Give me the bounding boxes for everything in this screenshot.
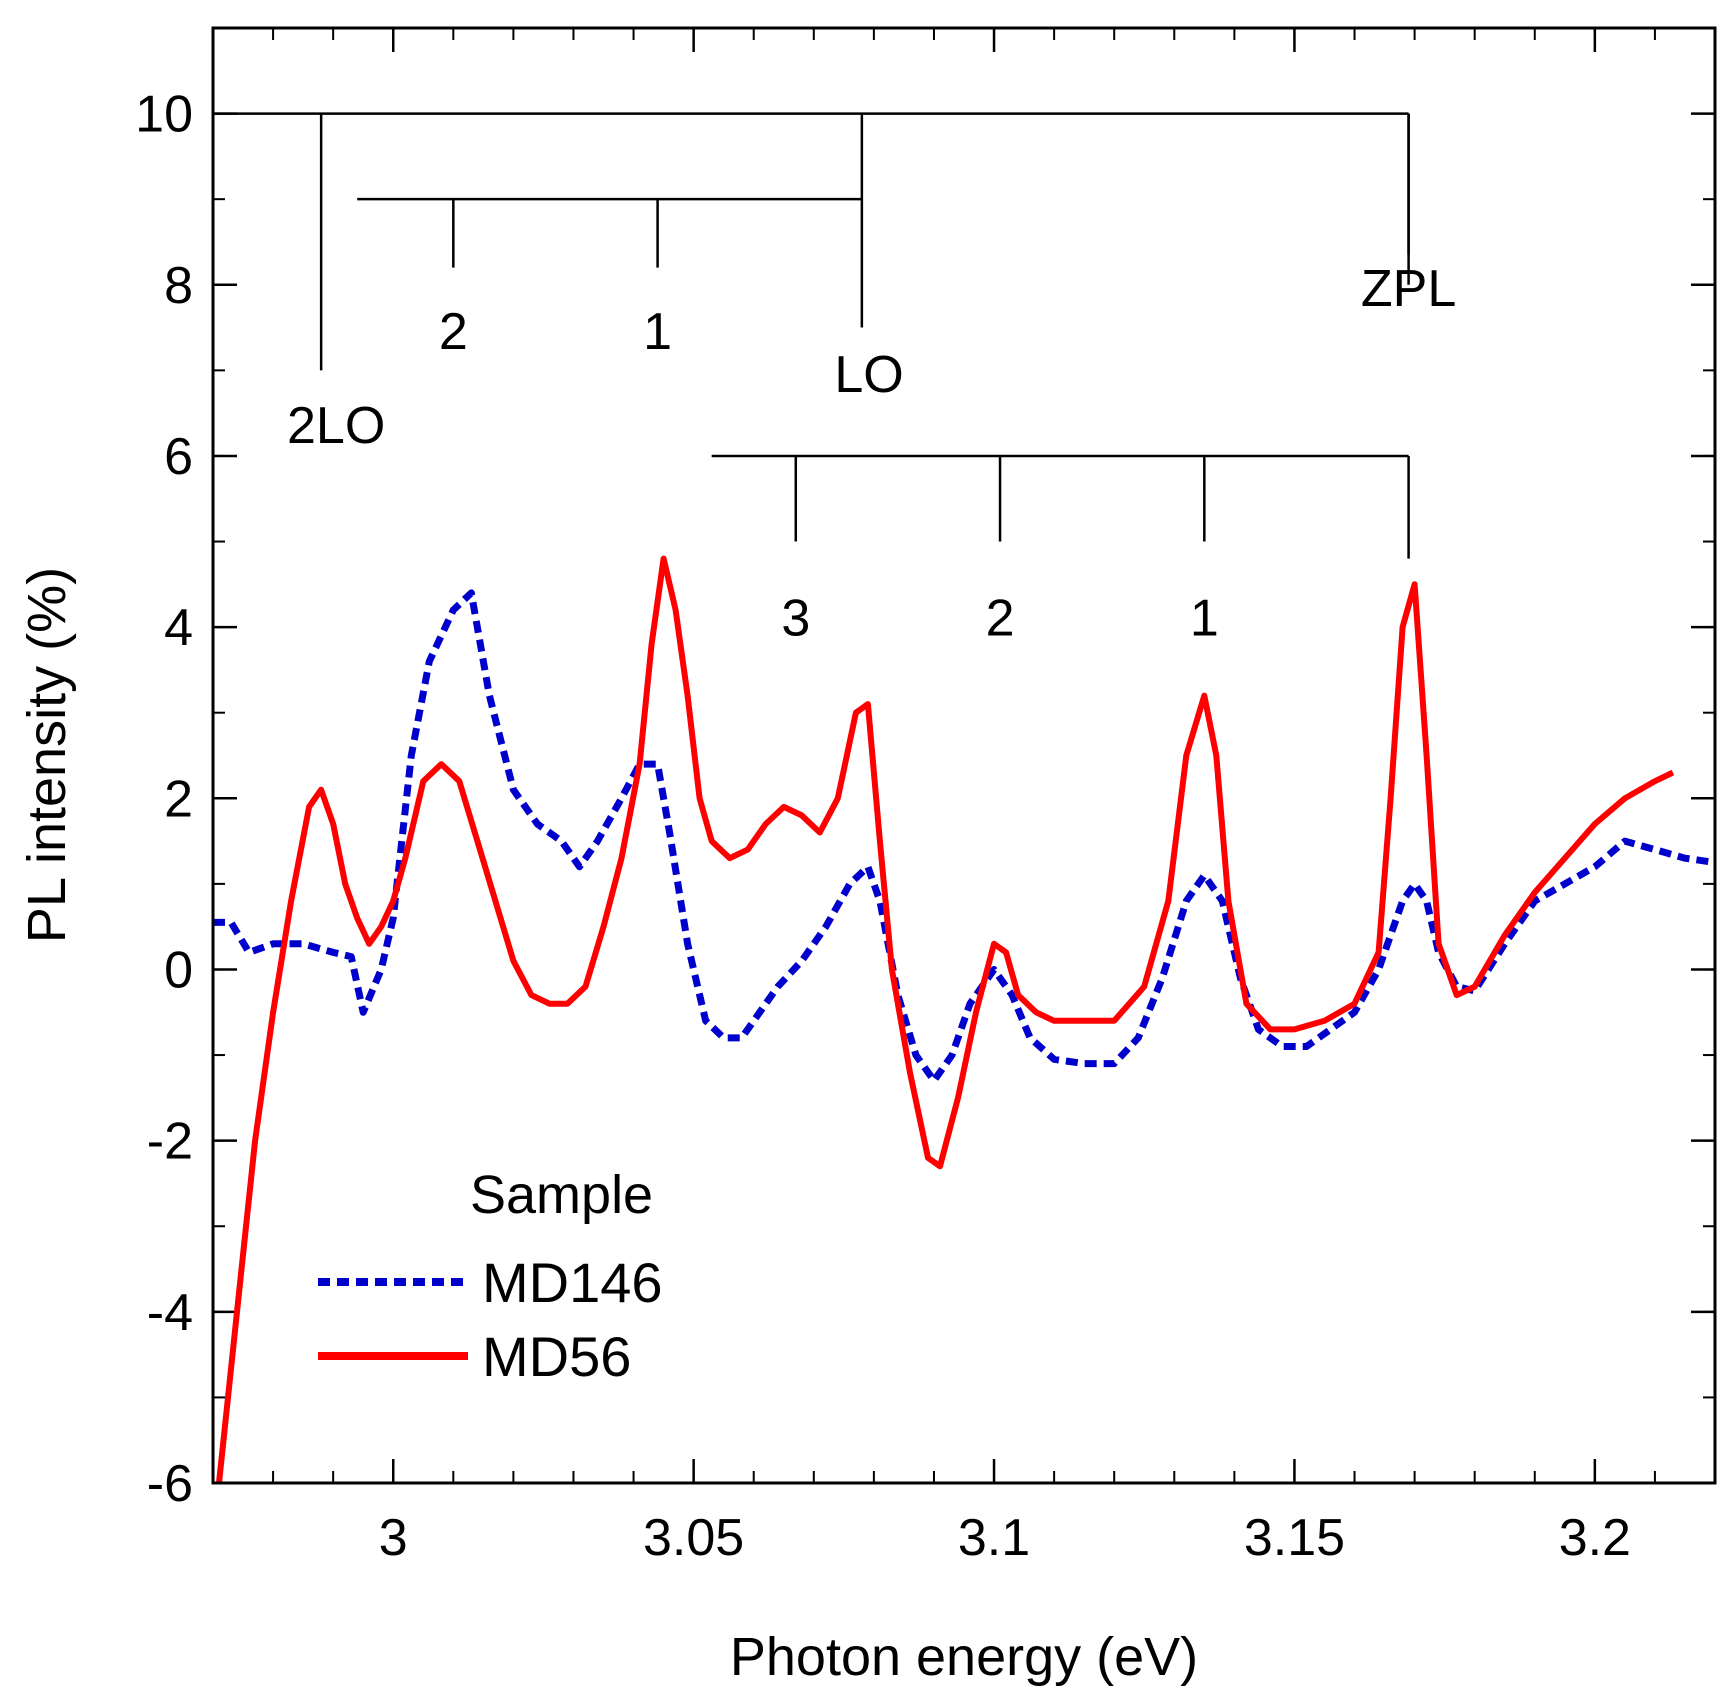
annotation-layer: 2LO LO ZPL 2 1 3 2 1: [213, 112, 1456, 648]
legend-title: Sample: [470, 1165, 653, 1225]
x-tick-label: 3.1: [958, 1509, 1030, 1567]
series-line-md146: [213, 589, 1716, 1085]
ladder-zpl-label: 1: [1190, 590, 1219, 648]
ladder-zpl-label: 2: [986, 590, 1015, 648]
x-tick-label: 3.2: [1559, 1509, 1631, 1567]
y-tick-label: 2: [164, 770, 193, 828]
axis-ticks: [212, 27, 1716, 1485]
y-tick-label: -2: [147, 1113, 193, 1171]
x-tick-label: 3.15: [1244, 1509, 1345, 1567]
x-tick-label: 3: [379, 1509, 408, 1567]
y-tick-label: 6: [164, 428, 193, 486]
y-tick-label: 0: [164, 941, 193, 999]
legend-label-md146: MD146: [482, 1251, 663, 1314]
ladder-zpl-label: 3: [781, 590, 810, 648]
y-tick-label: -6: [147, 1455, 193, 1513]
x-tick-label: 3.05: [643, 1509, 744, 1567]
label-2lo: 2LO: [287, 397, 385, 455]
series-line-md56: [216, 555, 1675, 1484]
ladder-lo-label: 2: [439, 303, 468, 361]
ladder-lo-label: 1: [643, 303, 672, 361]
y-tick-label: 8: [164, 257, 193, 315]
legend: Sample MD146 MD56: [318, 1165, 663, 1388]
legend-label-md56: MD56: [482, 1325, 631, 1388]
x-axis-label: Photon energy (eV): [730, 1627, 1198, 1687]
plot-frame: [211, 26, 1717, 1485]
y-tick-label: -4: [147, 1284, 193, 1342]
y-axis-label: PL intensity (%): [17, 567, 77, 943]
label-lo: LO: [834, 346, 903, 404]
y-tick-label: 10: [135, 86, 193, 144]
y-tick-label: 4: [164, 599, 193, 657]
label-zpl: ZPL: [1361, 260, 1456, 318]
y-tick-labels: -6 -4 -2 0 2 4 6 8 10: [135, 86, 193, 1513]
series-layer: [213, 555, 1716, 1484]
x-tick-labels: 3 3.05 3.1 3.15 3.2: [379, 1509, 1631, 1567]
